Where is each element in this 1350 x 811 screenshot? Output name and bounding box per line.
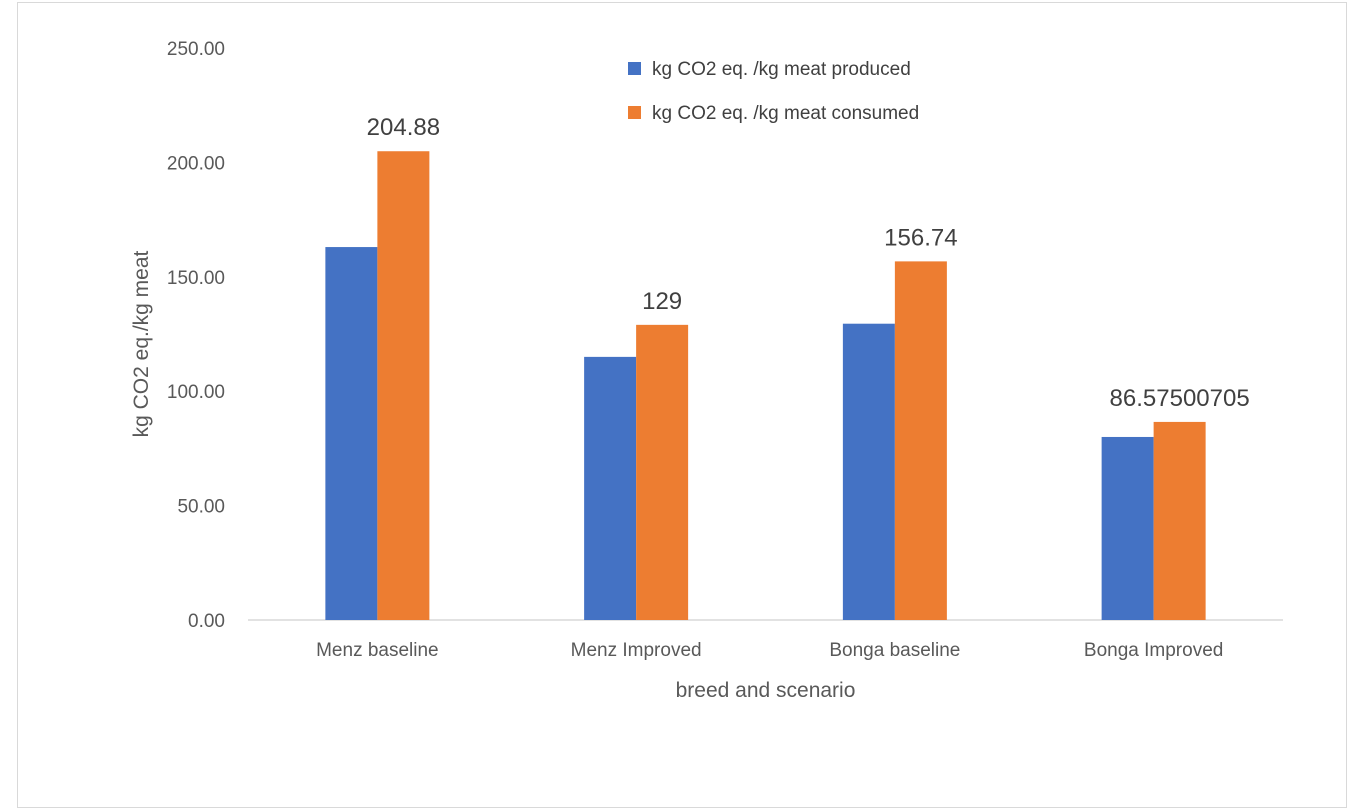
data-label: 156.74	[884, 224, 957, 251]
x-tick-label: Menz Improved	[571, 640, 702, 661]
x-tick-label: Menz baseline	[316, 640, 439, 661]
legend-label: kg CO2 eq. /kg meat consumed	[652, 103, 919, 124]
x-axis-tick-labels: Menz baseline Menz Improved Bonga baseline…	[316, 640, 1223, 661]
data-labels-group: 204.88 129 156.74 86.57500705	[367, 114, 1250, 412]
legend-swatch	[628, 106, 641, 119]
data-label: 129	[642, 288, 682, 315]
x-axis-title: breed and scenario	[676, 679, 856, 702]
y-tick-label: 250.00	[167, 39, 225, 60]
y-tick-label: 200.00	[167, 153, 225, 174]
bar-consumed	[377, 151, 430, 620]
x-tick-label: Bonga baseline	[829, 640, 960, 661]
bar-produced	[842, 323, 895, 620]
legend-swatch	[628, 62, 641, 75]
bar-series-group	[325, 151, 1206, 620]
y-tick-label: 50.00	[177, 497, 225, 518]
bar-produced	[325, 247, 378, 620]
x-tick-label: Bonga Improved	[1084, 640, 1223, 661]
data-label: 204.88	[367, 114, 440, 141]
y-axis-tick-labels: 0.00 50.00 100.00 150.00 200.00 250.00	[167, 39, 225, 632]
legend-label: kg CO2 eq. /kg meat produced	[652, 59, 911, 80]
bar-produced	[1101, 436, 1154, 620]
bar-consumed	[636, 324, 689, 620]
y-tick-label: 100.00	[167, 382, 225, 403]
data-label: 86.57500705	[1110, 385, 1250, 412]
y-axis-title: kg CO2 eq./kg meat	[130, 250, 153, 437]
y-tick-label: 150.00	[167, 268, 225, 289]
bar-consumed	[1153, 421, 1206, 620]
legend: kg CO2 eq. /kg meat produced kg CO2 eq. /…	[628, 59, 919, 124]
y-tick-label: 0.00	[188, 611, 225, 632]
bar-produced	[584, 356, 637, 620]
bar-consumed	[894, 261, 947, 620]
